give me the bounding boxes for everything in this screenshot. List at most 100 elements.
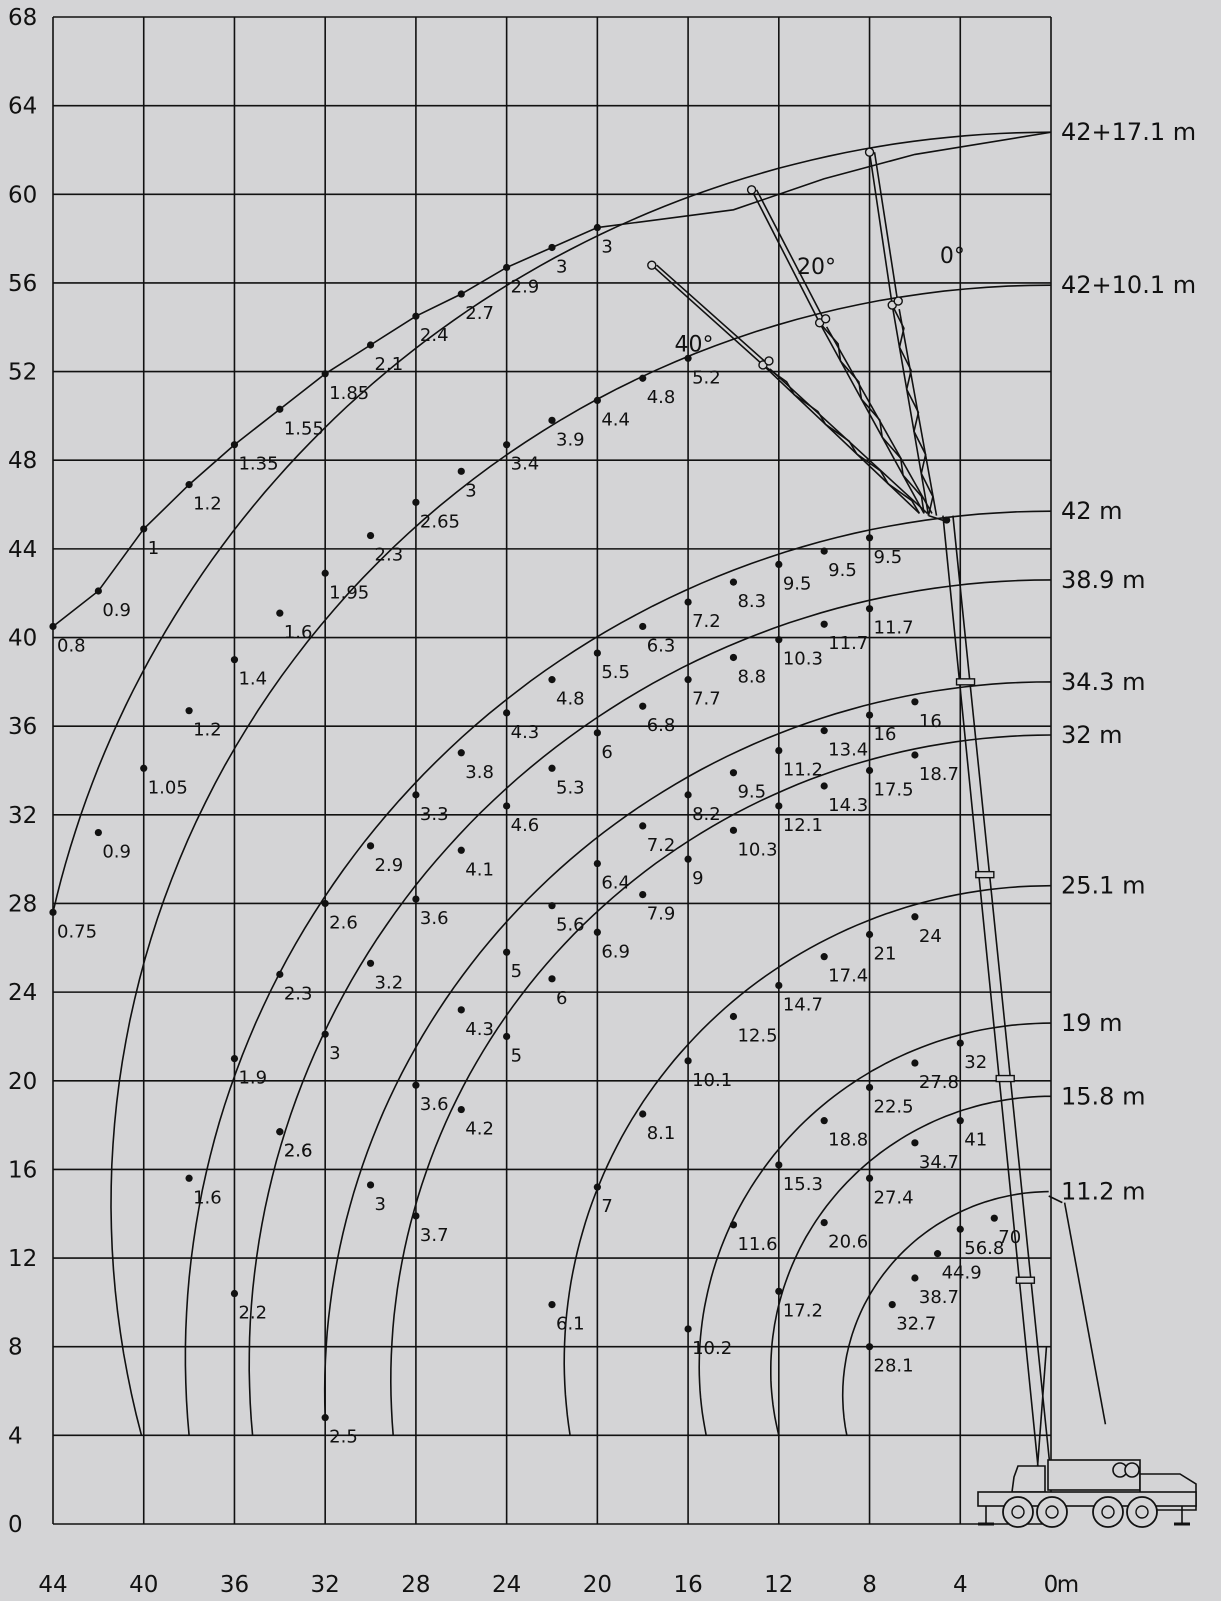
load-value-label: 11.7 (828, 633, 868, 654)
load-value-label: 3.6 (420, 1094, 449, 1115)
load-value-label: 2.7 (465, 303, 494, 324)
boom-length-label: 19 m (1061, 1009, 1123, 1037)
load-point (639, 1110, 647, 1118)
load-point (593, 223, 601, 232)
load-value-label: 22.5 (874, 1096, 914, 1117)
boom-curve (248, 579, 1052, 1436)
load-value-label: 10.2 (692, 1338, 732, 1359)
load-point (911, 913, 919, 921)
load-value-label: 16 (874, 724, 897, 745)
load-point (276, 970, 284, 978)
load-value-label: 2.4 (420, 325, 449, 346)
load-point (593, 859, 601, 868)
load-point (775, 636, 783, 644)
load-value-label: 28.1 (874, 1356, 914, 1377)
load-value-label: 0.75 (57, 921, 97, 942)
load-point (820, 1117, 828, 1125)
load-point (639, 822, 647, 830)
load-point (230, 1289, 239, 1298)
load-value-label: 8.2 (692, 804, 721, 825)
boom-outline (942, 515, 1039, 1469)
load-point (911, 1139, 919, 1147)
load-point (548, 676, 556, 684)
boom-length-label: 34.3 m (1061, 668, 1145, 696)
load-point (94, 587, 102, 595)
load-value-label: 1 (148, 538, 159, 559)
load-point (684, 1325, 692, 1333)
y-tick-label: 0 (8, 1512, 23, 1538)
load-value-label: 5 (511, 961, 522, 982)
load-value-label: 10.3 (783, 649, 823, 670)
jib-pin (893, 296, 903, 306)
load-point (366, 842, 375, 850)
load-point (276, 1128, 284, 1136)
load-value-label: 3.7 (420, 1225, 449, 1246)
load-point (593, 1183, 601, 1191)
load-value-label: 32 (964, 1052, 987, 1073)
load-point (639, 374, 647, 382)
load-point (185, 481, 193, 489)
load-value-label: 3 (601, 237, 612, 258)
y-tick-label: 32 (8, 803, 37, 829)
x-tick-label: 24 (492, 1572, 521, 1598)
load-value-label: 56.8 (964, 1238, 1004, 1259)
load-value-label: 0.8 (57, 635, 86, 656)
load-point (321, 370, 329, 378)
load-point (865, 930, 874, 939)
load-point (684, 855, 692, 863)
load-point (775, 1161, 783, 1169)
load-point (911, 698, 919, 706)
load-point (503, 802, 511, 810)
load-value-label: 2.6 (284, 1141, 313, 1162)
load-point (593, 729, 601, 737)
load-value-label: 4.4 (601, 409, 630, 430)
load-value-label: 2.65 (420, 511, 460, 532)
load-value-label: 2.1 (375, 354, 404, 375)
load-point (457, 1006, 465, 1014)
load-value-label: 2.3 (375, 545, 404, 566)
load-value-label: 1.2 (193, 494, 222, 515)
load-value-label: 3 (465, 480, 476, 501)
load-value-label: 24 (919, 926, 942, 947)
boom-head-pin (943, 516, 951, 524)
load-point (49, 908, 57, 916)
load-point (412, 1212, 420, 1220)
boom-length-labels: 11.2 m 15.8 m 19 m 25.1 m 32 m 34.3 m 38.9 m 42… (1061, 118, 1196, 1205)
load-point (94, 828, 102, 837)
load-value-label: 3.2 (375, 972, 404, 993)
boom-section-joint (975, 870, 995, 879)
load-point (865, 605, 874, 613)
load-value-label: 38.7 (919, 1287, 959, 1308)
boom-section-joint (1015, 1276, 1036, 1284)
load-value-label: 1.95 (329, 582, 369, 603)
boom-head (1048, 1195, 1063, 1204)
load-value-label: 6.8 (647, 715, 676, 736)
load-point (185, 1174, 193, 1182)
load-value-label: 1.05 (148, 777, 188, 798)
crane-boom-drawing (647, 147, 1107, 1469)
load-value-label: 13.4 (828, 740, 868, 761)
boom-length-curves (52, 131, 1052, 1436)
load-value-label: 3 (329, 1043, 340, 1064)
load-point (366, 959, 375, 967)
load-value-label: 1.35 (238, 454, 278, 475)
load-value-label: 2.3 (284, 983, 313, 1004)
load-point (729, 769, 738, 777)
load-point (548, 243, 556, 252)
load-value-label: 3.6 (420, 908, 449, 929)
load-value-label: 1.85 (329, 383, 369, 404)
load-value-label: 3.8 (465, 762, 494, 783)
x-tick-label: 28 (401, 1572, 430, 1598)
boom-length-label: 15.8 m (1061, 1082, 1145, 1110)
load-point (865, 711, 874, 719)
load-value-label: 2.9 (511, 276, 540, 297)
jib-extension (651, 264, 764, 366)
load-value-label: 70 (998, 1227, 1021, 1248)
load-point (820, 547, 828, 555)
load-value-label: 8.8 (737, 666, 766, 687)
load-point (956, 1117, 964, 1125)
load-point (412, 791, 420, 799)
load-point (457, 846, 465, 854)
load-point (729, 1221, 738, 1229)
winch-drum (1124, 1462, 1140, 1478)
